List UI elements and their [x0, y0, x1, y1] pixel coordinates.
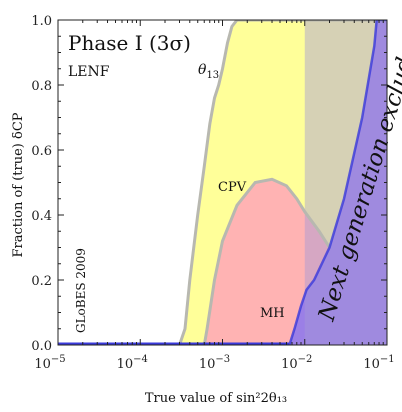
y-tick-label: 1.0: [31, 14, 52, 29]
x-tick-label-exponent: −4: [133, 354, 148, 365]
x-tick-label-base: 10: [34, 357, 51, 372]
y-tick-label: 0.0: [31, 339, 52, 354]
series-area-cpv: [58, 179, 330, 345]
annotation-theta13-subscript: 13: [206, 70, 219, 81]
series-line-mh: [58, 20, 387, 345]
annotation-mh: MH: [260, 306, 285, 321]
excluded-region: [304, 20, 387, 345]
x-tick-label-base: 10: [199, 357, 216, 372]
x-tick-label: 10−5: [34, 354, 65, 372]
axis-ticks: 10−5 10−4 10−3 10−2 10−10.00.20.40.60.81.0: [31, 14, 394, 372]
series-line-theta13: [58, 20, 387, 345]
x-tick-label: 10−2: [281, 354, 312, 372]
x-tick-label: 10−3: [199, 354, 230, 372]
series-line-cpv: [58, 177, 331, 345]
series-area-mh: [58, 20, 387, 345]
annotation-theta13: θ13: [198, 62, 219, 81]
y-tick-label: 0.8: [31, 79, 52, 94]
x-tick-label-exponent: −2: [298, 354, 313, 365]
annotation-credit: GLoBES 2009: [74, 248, 88, 333]
x-tick-label-exponent: −1: [380, 354, 395, 365]
y-tick-label: 0.4: [31, 209, 52, 224]
x-axis-label: True value of sin²2θ₁₃: [145, 391, 287, 406]
x-tick-label-base: 10: [117, 357, 134, 372]
annotation-cpv: CPV: [218, 180, 247, 195]
y-axis-label: Fraction of (true) δCP: [11, 112, 26, 257]
x-tick-label-base: 10: [363, 357, 380, 372]
annotation-theta13-symbol: θ: [198, 62, 207, 78]
x-tick-label: 10−1: [363, 354, 394, 372]
chart-title: Phase I (3σ): [68, 31, 191, 55]
x-tick-label-exponent: −3: [215, 354, 230, 365]
y-tick-label: 0.6: [31, 144, 52, 159]
x-tick-label-exponent: −5: [51, 354, 66, 365]
x-tick-label: 10−4: [117, 354, 148, 372]
series-areas: [58, 20, 387, 345]
plot-area: 10−5 10−4 10−3 10−2 10−10.00.20.40.60.81.0: [31, 14, 394, 372]
y-tick-label: 0.2: [31, 274, 52, 289]
x-tick-label-base: 10: [281, 357, 298, 372]
chart-subtitle: LENF: [68, 64, 110, 80]
